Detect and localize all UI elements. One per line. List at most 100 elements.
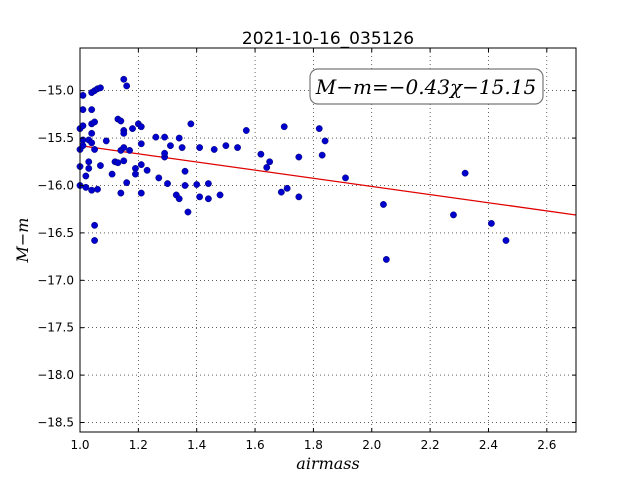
data-point	[266, 158, 274, 166]
data-point	[94, 185, 101, 193]
y-tick-label: −17.5	[37, 321, 74, 335]
data-point	[450, 211, 457, 219]
data-point	[91, 237, 98, 244]
x-tick-label: 1.6	[246, 438, 265, 452]
x-tick-label: 1.8	[304, 438, 323, 452]
data-point	[117, 117, 125, 125]
x-tick-label: 2.4	[479, 438, 498, 452]
x-tick-label: 1.0	[70, 438, 89, 452]
data-point	[380, 201, 387, 208]
data-point	[102, 137, 110, 145]
data-point	[283, 184, 291, 192]
data-point	[114, 159, 122, 167]
data-point	[196, 193, 204, 201]
data-point	[88, 129, 96, 137]
data-point	[502, 237, 510, 244]
y-tick-label: −16.0	[37, 178, 74, 192]
data-point	[181, 167, 189, 175]
data-point	[91, 118, 98, 126]
data-point	[342, 174, 349, 182]
data-point	[487, 220, 495, 227]
data-point	[143, 166, 151, 174]
y-tick-label: −15.0	[37, 84, 74, 98]
x-axis-label: airmass	[296, 454, 359, 473]
y-tick-label: −16.5	[37, 226, 74, 240]
data-point	[204, 180, 212, 187]
data-point	[280, 123, 288, 131]
y-tick-label: −18.5	[37, 416, 74, 430]
data-point	[120, 157, 128, 165]
plot-frame	[79, 47, 577, 433]
data-point	[216, 191, 224, 199]
data-point	[137, 123, 145, 131]
data-point	[193, 181, 201, 188]
data-point	[120, 144, 128, 151]
data-point	[79, 122, 87, 130]
annotation-box	[309, 68, 544, 105]
plot-area: 1.0 1.2 1.4 1.6 1.8 2.0 2.2 2.4 2.6 −15.0 −15.5 −16…	[37, 47, 577, 452]
data-point	[155, 174, 163, 182]
data-point	[277, 188, 285, 196]
grid	[79, 48, 576, 432]
data-point	[257, 150, 265, 158]
data-point	[178, 144, 186, 151]
data-point	[242, 127, 250, 134]
y-axis-label: M−m	[13, 218, 32, 264]
data-point	[79, 142, 87, 150]
data-point	[461, 169, 469, 177]
data-point	[120, 75, 128, 83]
chart-title: 2021-10-16_035126	[242, 29, 414, 49]
data-point	[164, 180, 171, 187]
data-point	[88, 106, 96, 114]
x-tick-label: 2.6	[537, 438, 556, 452]
data-point	[263, 164, 271, 171]
data-point	[137, 189, 145, 197]
data-point	[315, 125, 323, 132]
data-point	[382, 256, 390, 263]
data-point	[161, 133, 169, 141]
data-point	[82, 172, 90, 180]
data-points	[76, 75, 510, 263]
y-tick-label: −18.0	[37, 368, 74, 382]
data-point	[204, 195, 212, 203]
x-tick-label: 2.0	[362, 438, 381, 452]
data-point	[167, 142, 174, 150]
data-point	[175, 195, 183, 203]
data-point	[85, 165, 93, 172]
plot-background	[80, 48, 576, 432]
data-point	[132, 170, 139, 178]
data-point	[222, 142, 230, 150]
data-point	[132, 165, 139, 172]
data-point	[161, 149, 169, 157]
data-point	[295, 153, 303, 161]
data-point	[123, 179, 131, 187]
data-point	[79, 92, 87, 99]
data-point	[129, 125, 136, 132]
data-point	[187, 120, 195, 128]
x-tick-label: 2.2	[421, 438, 440, 452]
data-point	[234, 144, 241, 151]
data-point	[91, 221, 98, 229]
data-point	[295, 193, 303, 201]
data-point	[108, 170, 116, 178]
equation-annotation: M−m=−0.43χ−15.15	[309, 68, 544, 105]
data-point	[123, 82, 131, 90]
data-point	[126, 146, 134, 154]
data-point	[120, 129, 128, 137]
data-point	[184, 208, 192, 216]
y-tick-label: −17.0	[37, 273, 74, 287]
data-point	[97, 84, 104, 92]
x-tick-label: 1.2	[129, 438, 148, 452]
data-point	[321, 137, 329, 145]
data-point	[91, 146, 98, 153]
data-point	[117, 189, 125, 197]
data-point	[88, 139, 96, 147]
data-point	[181, 182, 189, 189]
data-point	[196, 144, 204, 151]
data-point	[79, 106, 87, 114]
data-point	[97, 162, 104, 169]
data-point	[152, 133, 160, 141]
data-point	[318, 151, 326, 159]
annotation-text: M−m=−0.43χ−15.15	[315, 75, 536, 99]
